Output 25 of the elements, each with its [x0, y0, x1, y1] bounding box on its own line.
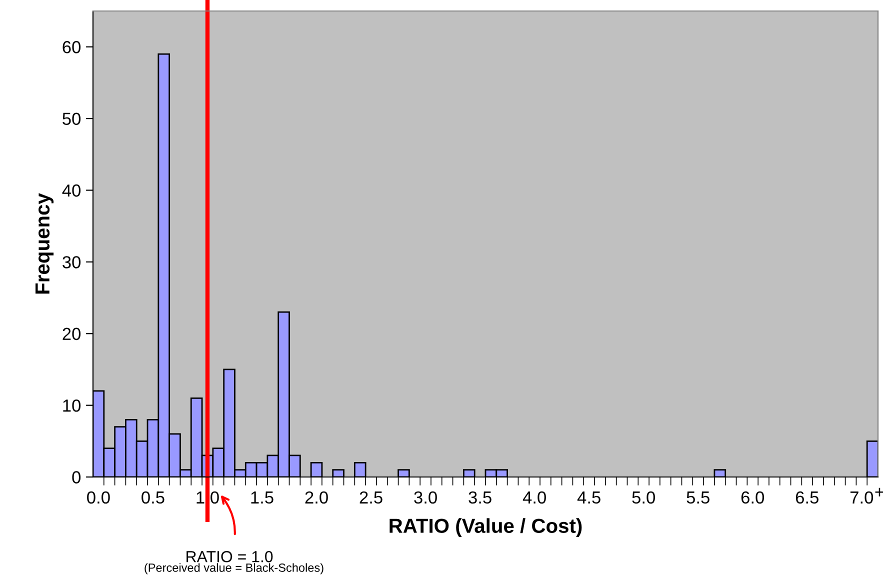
- x-tick-label: 6.0: [741, 491, 764, 504]
- y-axis-title: Frequency: [36, 193, 54, 294]
- x-tick-label: 3.5: [468, 491, 492, 504]
- x-tick-label: 4.0: [522, 491, 546, 504]
- y-tick-label: 30: [62, 256, 81, 268]
- text: (Perceived value = Black-Scholes): [144, 563, 324, 574]
- x-axis-title: RATIO (Value / Cost): [390, 518, 582, 537]
- x-tick-label: 1.5: [251, 492, 274, 504]
- x-tick-label: 7.0: [850, 491, 874, 504]
- y-tick-label: 20: [62, 328, 81, 340]
- x-tick-label: 4.5: [577, 492, 600, 504]
- y-tick-label: 50: [62, 112, 81, 125]
- y-tick-label: 0: [72, 471, 81, 484]
- x-tick-label: 5.0: [632, 491, 655, 504]
- y-tick-label: 10: [63, 399, 81, 412]
- x-tick-label: 5.5: [686, 492, 710, 504]
- y-tick-label: 60: [62, 41, 81, 54]
- x-tick-label: 2.0: [305, 491, 328, 504]
- y-tick-label: 40: [62, 184, 81, 197]
- x-tick-label: 3.0: [414, 491, 437, 504]
- x-tick-label: 2.5: [360, 491, 382, 504]
- x-tick-label: 6.5: [796, 491, 818, 504]
- x-tick-label: 0.0: [87, 491, 110, 504]
- x-tick-label: 0.5: [142, 491, 164, 504]
- legend-label: RATIO = 1.0: [186, 550, 273, 562]
